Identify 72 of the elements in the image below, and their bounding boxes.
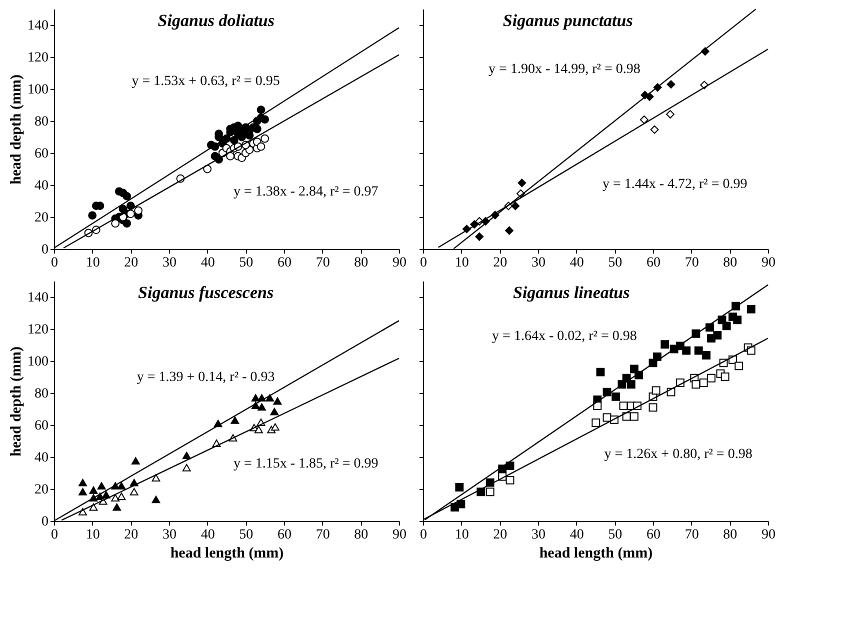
x-tick-label: 20	[493, 528, 508, 542]
x-tick-label: 50	[239, 528, 254, 542]
x-tick-label: 80	[723, 256, 738, 270]
x-tick-label: 10	[86, 528, 100, 542]
y-tick-label: 0	[42, 514, 48, 530]
chart-title: Siganus fuscescens	[138, 283, 274, 302]
y-tick-label: 80	[34, 114, 48, 130]
x-tick-label: 40	[200, 256, 215, 270]
x-tick-label: 70	[684, 256, 699, 270]
x-tick-label: 60	[278, 256, 292, 270]
annotation: y = 1.26x + 0.80, r² = 0.98	[604, 446, 752, 462]
x-axis-title: head length (mm)	[539, 546, 653, 562]
x-tick-label: 70	[316, 528, 330, 542]
y-tick-label: 100	[28, 82, 48, 98]
annotation: y = 1.53x + 0.63, r² = 0.95	[132, 74, 280, 89]
x-tick-label: 90	[762, 528, 776, 542]
x-axis-title: head length (mm)	[170, 546, 284, 562]
annotation: y = 1.64x - 0.02, r² = 0.98	[492, 329, 637, 344]
x-tick-label: 30	[162, 528, 176, 542]
x-tick-label: 70	[316, 256, 330, 270]
x-tick-label: 90	[392, 256, 406, 270]
y-tick-label: 20	[34, 210, 48, 226]
x-tick-label: 20	[124, 256, 138, 270]
annotation: y = 1.90x - 14.99, r² = 0.98	[488, 62, 640, 77]
y-tick-label: 60	[34, 418, 48, 434]
x-tick-label: 30	[532, 256, 546, 270]
y-axis-title: head depth (mm)	[8, 346, 24, 457]
y-tick-label: 40	[34, 450, 48, 466]
chart-title: Siganus doliatus	[158, 11, 275, 30]
x-tick-label: 50	[608, 256, 622, 270]
x-tick-label: 80	[723, 528, 738, 542]
y-tick-label: 140	[28, 290, 48, 306]
chart-title: Siganus punctatus	[502, 11, 634, 30]
x-tick-label: 0	[420, 256, 427, 270]
x-tick-label: 60	[278, 528, 292, 542]
x-tick-label: 40	[570, 528, 584, 542]
x-tick-label: 30	[532, 528, 546, 542]
annotation: y = 1.39 + 0.14, r² - 0.93	[136, 370, 275, 385]
x-tick-label: 40	[200, 528, 215, 542]
annotation: y = 1.15x - 1.85, r² = 0.99	[233, 456, 378, 472]
y-tick-label: 120	[28, 322, 48, 338]
x-tick-label: 50	[239, 256, 254, 270]
x-tick-label: 80	[354, 528, 368, 542]
x-tick-label: 60	[646, 256, 660, 270]
x-tick-label: 0	[420, 528, 427, 542]
y-tick-label: 100	[28, 354, 48, 370]
y-axis-title: head depth (mm)	[8, 74, 24, 185]
x-tick-label: 30	[162, 256, 176, 270]
y-tick-label: 40	[34, 178, 48, 194]
x-tick-label: 10	[86, 256, 100, 270]
x-tick-label: 20	[124, 528, 138, 542]
y-tick-label: 80	[34, 386, 48, 402]
y-tick-label: 140	[28, 18, 48, 34]
x-tick-label: 50	[608, 528, 622, 542]
y-tick-label: 60	[34, 146, 48, 162]
x-tick-label: 80	[354, 256, 368, 270]
x-tick-label: 10	[454, 256, 469, 270]
x-tick-label: 10	[454, 528, 469, 542]
x-tick-label: 0	[51, 528, 58, 542]
annotation: y = 1.38x - 2.84, r² = 0.97	[233, 184, 378, 200]
x-tick-label: 90	[762, 256, 776, 270]
y-tick-label: 20	[34, 482, 48, 498]
x-tick-label: 0	[51, 256, 58, 270]
x-tick-label: 60	[646, 528, 660, 542]
chart-title: Siganus lineatus	[513, 283, 630, 302]
annotation: y = 1.44x - 4.72, r² = 0.99	[602, 177, 748, 192]
x-tick-label: 70	[684, 528, 699, 542]
x-tick-label: 40	[570, 256, 584, 270]
y-tick-label: 120	[28, 50, 48, 66]
y-tick-label: 0	[42, 242, 48, 258]
x-tick-label: 90	[392, 528, 406, 542]
x-tick-label: 20	[493, 256, 508, 270]
